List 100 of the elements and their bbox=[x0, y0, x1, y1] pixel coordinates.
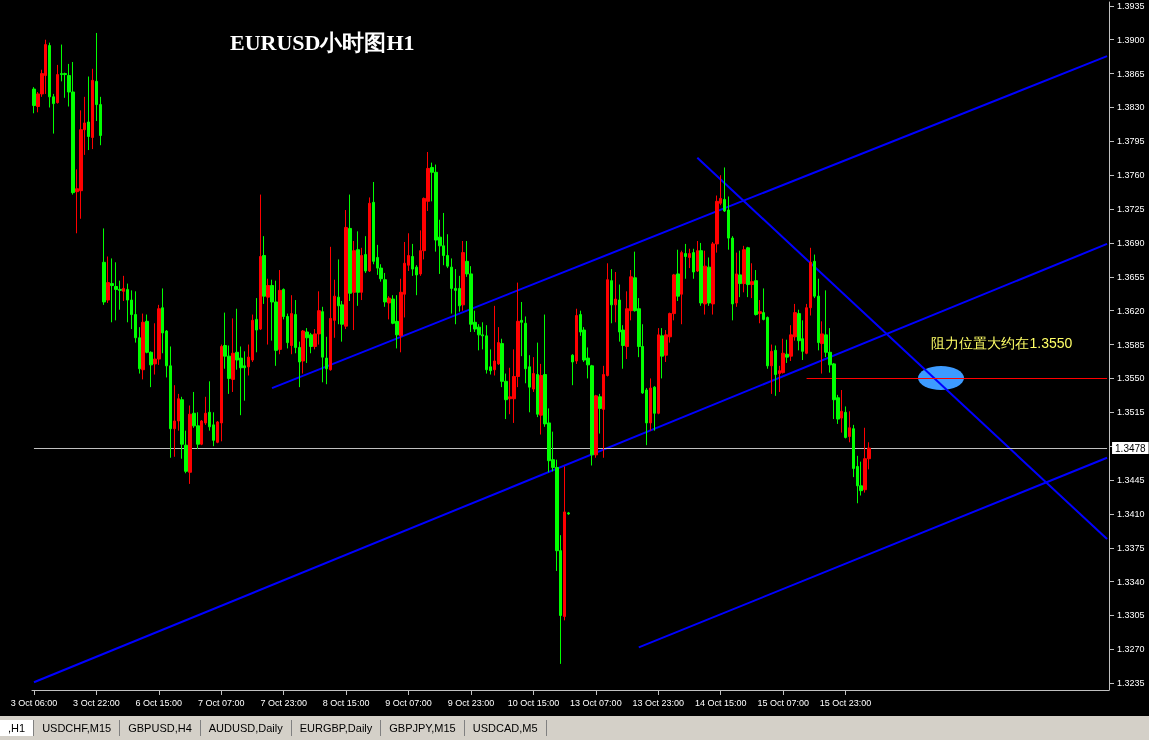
candlestick bbox=[262, 235, 266, 305]
candlestick bbox=[364, 235, 367, 274]
y-tick-label: 1.3760 bbox=[1117, 170, 1145, 181]
candlestick bbox=[329, 246, 332, 372]
candlestick bbox=[290, 294, 293, 355]
tab: GBPJPY,M15 bbox=[381, 720, 465, 736]
candlestick bbox=[188, 405, 192, 485]
candlestick bbox=[696, 240, 699, 273]
candlestick bbox=[735, 252, 738, 308]
y-tick-label: 1.3375 bbox=[1117, 542, 1145, 553]
y-tick-label: 1.3445 bbox=[1117, 475, 1145, 486]
candlestick bbox=[106, 255, 110, 304]
candlestick bbox=[649, 377, 652, 432]
x-tick-label: 14 Oct 15:00 bbox=[694, 697, 747, 708]
candlestick bbox=[274, 280, 278, 367]
y-tick-label: 1.3410 bbox=[1117, 508, 1145, 519]
candlestick bbox=[536, 342, 539, 418]
candlestick bbox=[348, 194, 352, 302]
x-tick-label: 15 Oct 07:00 bbox=[757, 697, 809, 708]
x-tick-label: 9 Oct 07:00 bbox=[385, 697, 432, 708]
candlestick bbox=[301, 329, 305, 375]
candlestick bbox=[848, 410, 851, 443]
text: EURUSD小时图H1 bbox=[230, 29, 415, 55]
y-tick-label: 1.3900 bbox=[1117, 34, 1145, 45]
candlestick bbox=[87, 76, 90, 151]
candlestick bbox=[368, 196, 371, 273]
candlestick bbox=[688, 248, 691, 269]
candlestick bbox=[594, 394, 598, 459]
y-tick-label: 1.3690 bbox=[1117, 237, 1145, 248]
candlestick bbox=[676, 249, 680, 302]
tab: USDCHF,M15 bbox=[34, 720, 121, 736]
y-tick-label: 1.3235 bbox=[1117, 678, 1145, 689]
y-tick-label: 1.3935 bbox=[1117, 0, 1145, 11]
candlestick bbox=[614, 271, 617, 323]
x-tick-label: 9 Oct 23:00 bbox=[447, 697, 495, 708]
candlestick bbox=[259, 194, 262, 331]
candlestick bbox=[102, 227, 106, 306]
annotation: 阻力位置大约在1.3550 bbox=[931, 335, 1073, 352]
candlestick bbox=[820, 320, 824, 375]
x-tick-label: 8 Oct 15:00 bbox=[322, 697, 370, 708]
candlestick bbox=[360, 247, 363, 301]
candlestick bbox=[684, 243, 687, 280]
y-tick-label: 1.3305 bbox=[1117, 610, 1145, 621]
candlestick bbox=[750, 262, 754, 299]
candlestick bbox=[598, 393, 602, 435]
candlestick bbox=[141, 313, 145, 380]
candlestick bbox=[305, 327, 309, 364]
candlestick bbox=[575, 308, 578, 365]
candlestick bbox=[699, 242, 703, 307]
tab: GBPUSD,H4 bbox=[120, 720, 201, 736]
candlestick bbox=[680, 250, 683, 325]
candlestick bbox=[754, 269, 758, 317]
x-tick-label: 7 Oct 07:00 bbox=[197, 697, 245, 708]
candlestick bbox=[114, 261, 118, 321]
x-tick-label: 15 Oct 23:00 bbox=[819, 697, 872, 708]
x-tick-label: 10 Oct 15:00 bbox=[507, 697, 560, 708]
y-tick-label: 1.3515 bbox=[1117, 407, 1145, 418]
y-tick-label: 1.3585 bbox=[1117, 339, 1145, 350]
candlestick bbox=[32, 86, 36, 114]
candlestick bbox=[742, 245, 746, 293]
candlestick bbox=[231, 317, 235, 393]
candlestick bbox=[173, 384, 176, 458]
candlestick bbox=[220, 344, 223, 442]
candlestick bbox=[707, 256, 711, 307]
candlestick bbox=[703, 250, 707, 316]
candlestick bbox=[91, 68, 94, 150]
x-tick-label: 3 Oct 06:00 bbox=[10, 697, 58, 708]
candlestick bbox=[255, 297, 258, 353]
candlestick bbox=[863, 427, 867, 494]
candlestick bbox=[352, 240, 356, 331]
tab: USDCAD,M5 bbox=[464, 720, 547, 736]
candlestick bbox=[785, 339, 789, 364]
y-tick-label: 1.3830 bbox=[1117, 102, 1145, 113]
x-tick-label: 3 Oct 22:00 bbox=[73, 697, 120, 708]
candlestick bbox=[395, 294, 399, 349]
x-tick-label: 13 Oct 07:00 bbox=[570, 697, 622, 708]
y-tick-label: 1.3655 bbox=[1117, 271, 1145, 282]
candlestick bbox=[692, 248, 695, 280]
ref-line-label: 1.3478 bbox=[1115, 442, 1147, 454]
y-tick-label: 1.3270 bbox=[1117, 644, 1145, 655]
candlestick bbox=[571, 353, 574, 386]
candlestick bbox=[610, 268, 613, 324]
candlestick bbox=[485, 324, 488, 375]
x-tick-label: 7 Oct 23:00 bbox=[260, 697, 307, 708]
candlestick bbox=[266, 278, 270, 346]
candlestick bbox=[71, 61, 75, 196]
y-tick-label: 1.3620 bbox=[1117, 305, 1145, 316]
x-tick-label: 6 Oct 15:00 bbox=[135, 697, 183, 708]
candlestick bbox=[356, 230, 360, 307]
candlestick bbox=[493, 305, 496, 377]
tab: EURGBP,Daily bbox=[291, 720, 382, 736]
candlestick bbox=[746, 246, 750, 298]
y-tick-label: 1.3865 bbox=[1117, 68, 1145, 79]
candlestick bbox=[844, 405, 847, 439]
candlestick bbox=[840, 389, 843, 434]
candlestick bbox=[774, 345, 777, 397]
candlestick bbox=[758, 299, 762, 324]
tab: ,H1 bbox=[0, 720, 35, 736]
tab: AUDUSD,Daily bbox=[200, 720, 292, 736]
candlestick bbox=[660, 327, 664, 379]
